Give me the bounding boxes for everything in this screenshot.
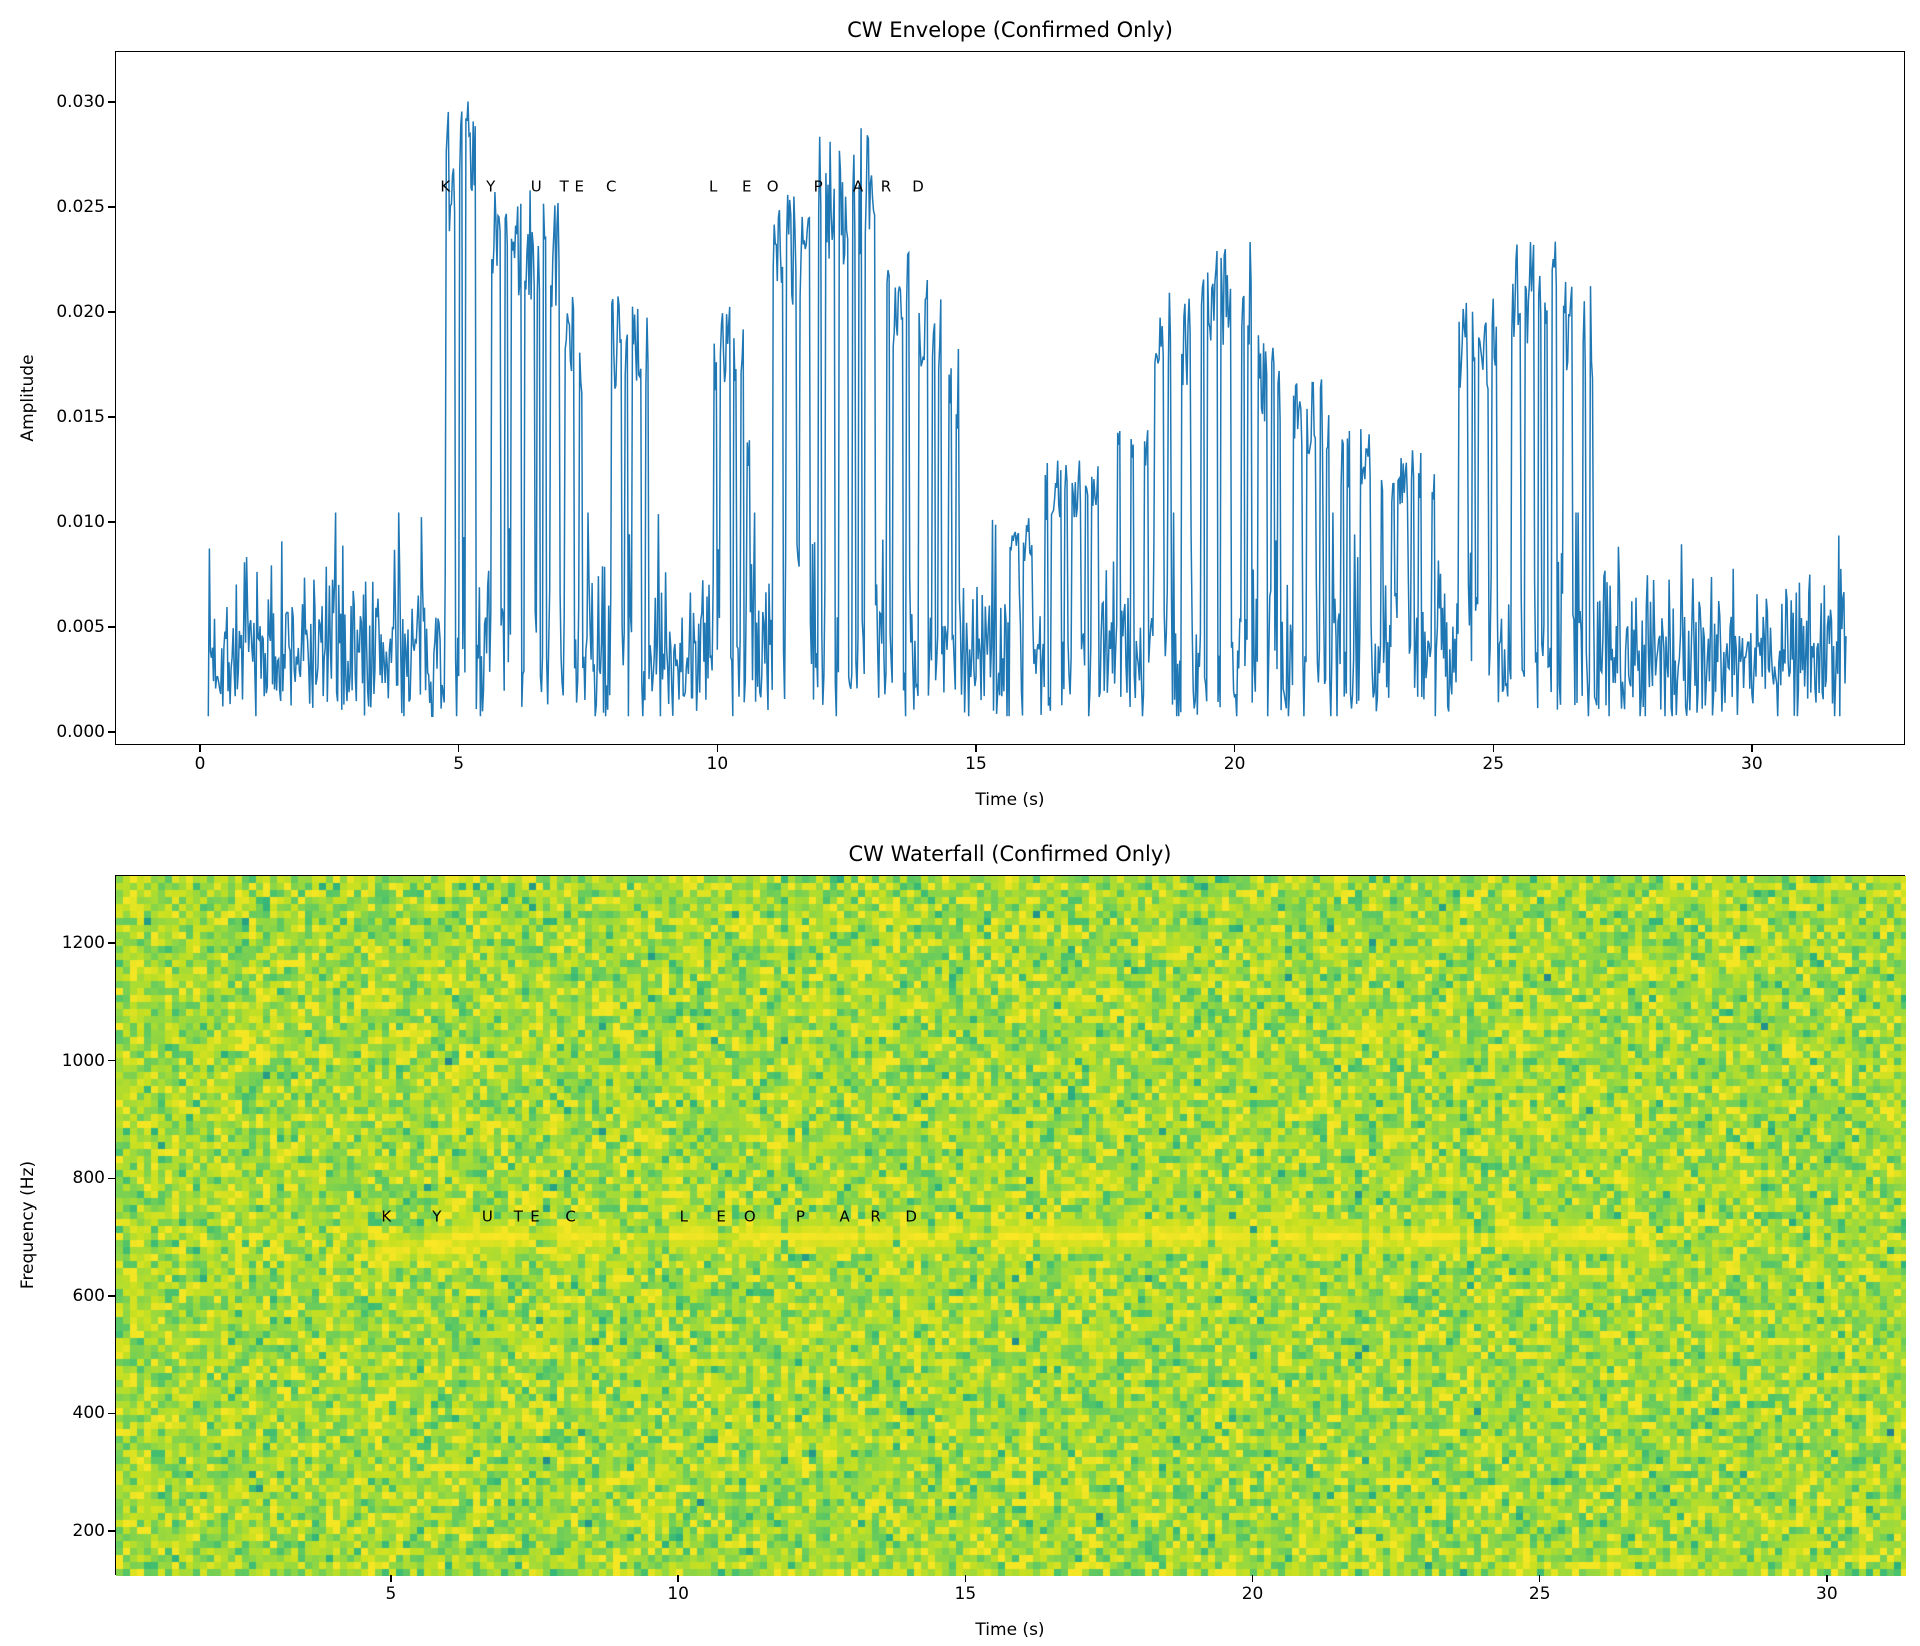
x-tick: [1233, 745, 1236, 752]
y-tick: [108, 942, 115, 944]
x-tick: [1538, 1575, 1541, 1582]
x-tick-label: 15: [954, 1584, 977, 1604]
envelope-letter: U: [530, 177, 542, 196]
y-tick-label: 200: [72, 1520, 105, 1541]
x-tick-label: 20: [1241, 1584, 1264, 1604]
x-tick-label: 20: [1223, 754, 1246, 774]
envelope-letter: P: [813, 177, 823, 196]
x-tick-label: 5: [385, 1584, 397, 1604]
envelope-xlabel: Time (s): [975, 790, 1045, 810]
x-tick-label: 30: [1816, 1584, 1838, 1604]
x-tick-label: 10: [667, 1584, 689, 1604]
waterfall-letter: A: [839, 1207, 850, 1226]
x-tick: [716, 745, 719, 752]
y-tick-label: 400: [72, 1403, 105, 1424]
y-tick-label: 800: [72, 1168, 105, 1189]
waterfall-letter: R: [870, 1207, 881, 1226]
envelope-line-plot: [207, 101, 1847, 717]
waterfall-ylabel: Frequency (Hz): [18, 1160, 38, 1290]
x-tick-label: 25: [1528, 1584, 1551, 1604]
y-tick-label: 1000: [61, 1050, 105, 1071]
x-tick: [1251, 1575, 1254, 1582]
envelope-letter: D: [912, 177, 924, 196]
x-tick-label: 30: [1741, 754, 1763, 774]
envelope-ylabel: Amplitude: [18, 354, 38, 442]
x-tick-label: 10: [706, 754, 729, 774]
y-tick-label: 0.020: [56, 302, 105, 322]
envelope-letter: R: [880, 177, 892, 196]
y-tick: [108, 521, 115, 523]
y-tick: [108, 206, 115, 208]
envelope-letter: E: [574, 177, 584, 196]
y-tick: [108, 626, 115, 628]
waterfall-letter: Y: [432, 1207, 442, 1226]
envelope-letter: Y: [486, 177, 496, 196]
x-tick: [975, 745, 977, 752]
envelope-letter: K: [440, 177, 451, 196]
y-tick-label: 600: [72, 1285, 105, 1306]
envelope-title: CW Envelope (Confirmed Only): [847, 18, 1173, 42]
y-tick-label: 0.010: [56, 511, 105, 532]
y-tick-label: 0.030: [56, 92, 105, 113]
y-tick: [108, 416, 115, 418]
y-tick: [108, 1295, 115, 1297]
y-tick: [108, 101, 115, 103]
x-tick-label: 15: [965, 754, 987, 774]
y-tick: [108, 1059, 115, 1062]
x-tick: [677, 1575, 679, 1582]
waterfall-letter: P: [795, 1207, 805, 1226]
y-tick: [108, 1177, 115, 1180]
envelope-letter: C: [606, 177, 617, 196]
y-tick-label: 0.000: [56, 721, 105, 742]
y-tick: [108, 311, 115, 313]
x-tick-label: 5: [453, 754, 465, 774]
waterfall-letter: O: [743, 1207, 756, 1226]
x-tick: [390, 1575, 392, 1582]
x-tick: [1751, 745, 1753, 752]
waterfall-spectrogram: [116, 876, 1906, 1576]
envelope-letter: E: [742, 177, 752, 196]
x-tick: [964, 1575, 967, 1582]
y-tick-label: 0.015: [56, 407, 105, 427]
x-tick: [457, 745, 460, 752]
waterfall-letter: U: [481, 1207, 493, 1226]
envelope-letter: A: [852, 177, 864, 196]
y-tick: [108, 1530, 115, 1532]
y-tick: [108, 1412, 115, 1415]
x-tick-label: 25: [1482, 754, 1505, 774]
x-tick: [1826, 1575, 1828, 1582]
waterfall-letter: K: [381, 1207, 392, 1226]
x-tick: [1492, 745, 1494, 752]
y-tick-label: 0.025: [56, 197, 105, 218]
waterfall-letter: D: [905, 1207, 917, 1226]
envelope-letter: L: [708, 177, 718, 196]
x-tick: [199, 745, 201, 752]
waterfall-letter: C: [565, 1207, 576, 1226]
envelope-letter: O: [766, 177, 779, 196]
waterfall-letter: T: [513, 1207, 523, 1226]
y-tick-label: 0.005: [56, 616, 105, 637]
waterfall-letter: E: [530, 1207, 540, 1226]
y-tick: [108, 731, 115, 733]
x-tick-label: 0: [194, 754, 206, 774]
envelope-letter: T: [559, 177, 569, 196]
waterfall-xlabel: Time (s): [975, 1620, 1045, 1640]
y-tick-label: 1200: [61, 933, 105, 954]
waterfall-letter: L: [679, 1207, 688, 1226]
waterfall-letter: E: [716, 1207, 726, 1226]
waterfall-title: CW Waterfall (Confirmed Only): [848, 842, 1172, 866]
